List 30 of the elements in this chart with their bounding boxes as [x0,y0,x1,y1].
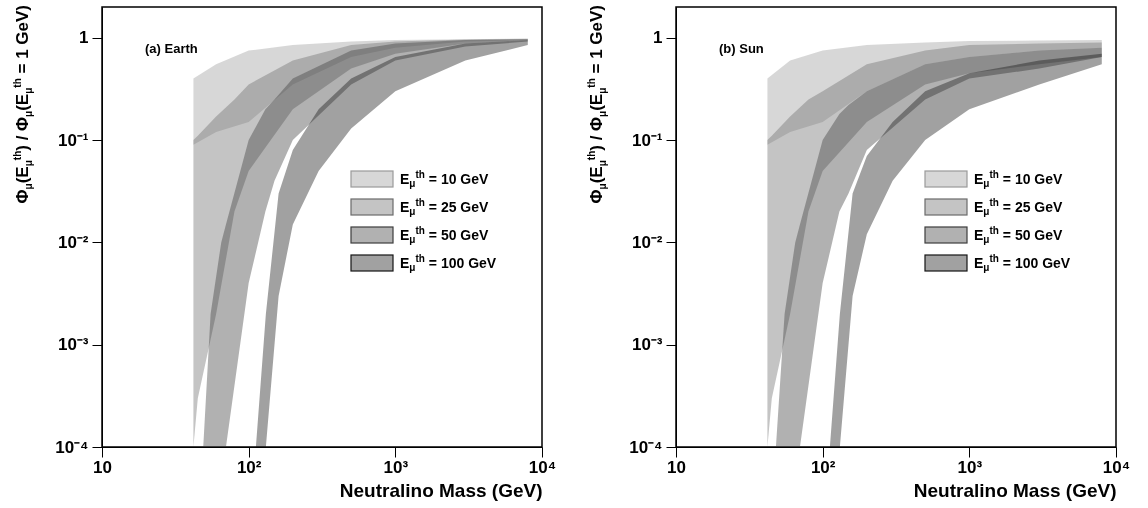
legend-label: E$_{μ}$$^{th}$ = 10 GeV [400,168,489,190]
legend-label: E$_{μ}$$^{th}$ = 25 GeV [400,196,489,218]
legend-label: E$_{μ}$$^{th}$ = 10 GeV [974,168,1063,190]
x-axis-title: Neutralino Mass (GeV) [913,479,1117,501]
y-tick-label: 10⁻² [57,232,89,252]
y-tick-label: 10⁻³ [631,335,663,355]
y-tick-label: 10⁻⁴ [629,437,663,457]
y-tick-label: 1 [79,28,89,48]
x-tick-label: 10 [667,457,686,477]
y-tick-label: 10⁻² [631,232,663,252]
y-tick-label: 10⁻¹ [631,130,663,150]
legend-label: E$_{μ}$$^{th}$ = 25 GeV [974,196,1063,218]
legend-label: E$_{μ}$$^{th}$ = 50 GeV [974,224,1063,246]
x-tick-label: 10² [236,457,262,477]
x-tick-label: 10⁴ [1102,457,1131,477]
y-tick-label: 10⁻³ [57,335,89,355]
legend-label: E$_{μ}$$^{th}$ = 50 GeV [400,224,489,246]
x-tick-label: 10³ [957,457,983,477]
x-tick-label: 10³ [383,457,409,477]
x-tick-label: 10 [93,457,112,477]
y-tick-label: 10⁻⁴ [55,437,89,457]
x-axis-title: Neutralino Mass (GeV) [339,479,543,501]
x-tick-label: 10² [810,457,836,477]
legend-label: E$_{μ}$$^{th}$ = 100 GeV [400,252,497,274]
annotation: (a) Earth [145,41,198,56]
y-tick-label: 10⁻¹ [57,130,89,150]
annotation: (b) Sun [719,41,764,56]
legend-label: E$_{μ}$$^{th}$ = 100 GeV [974,252,1071,274]
y-tick-label: 1 [653,28,663,48]
x-tick-label: 10⁴ [528,457,557,477]
